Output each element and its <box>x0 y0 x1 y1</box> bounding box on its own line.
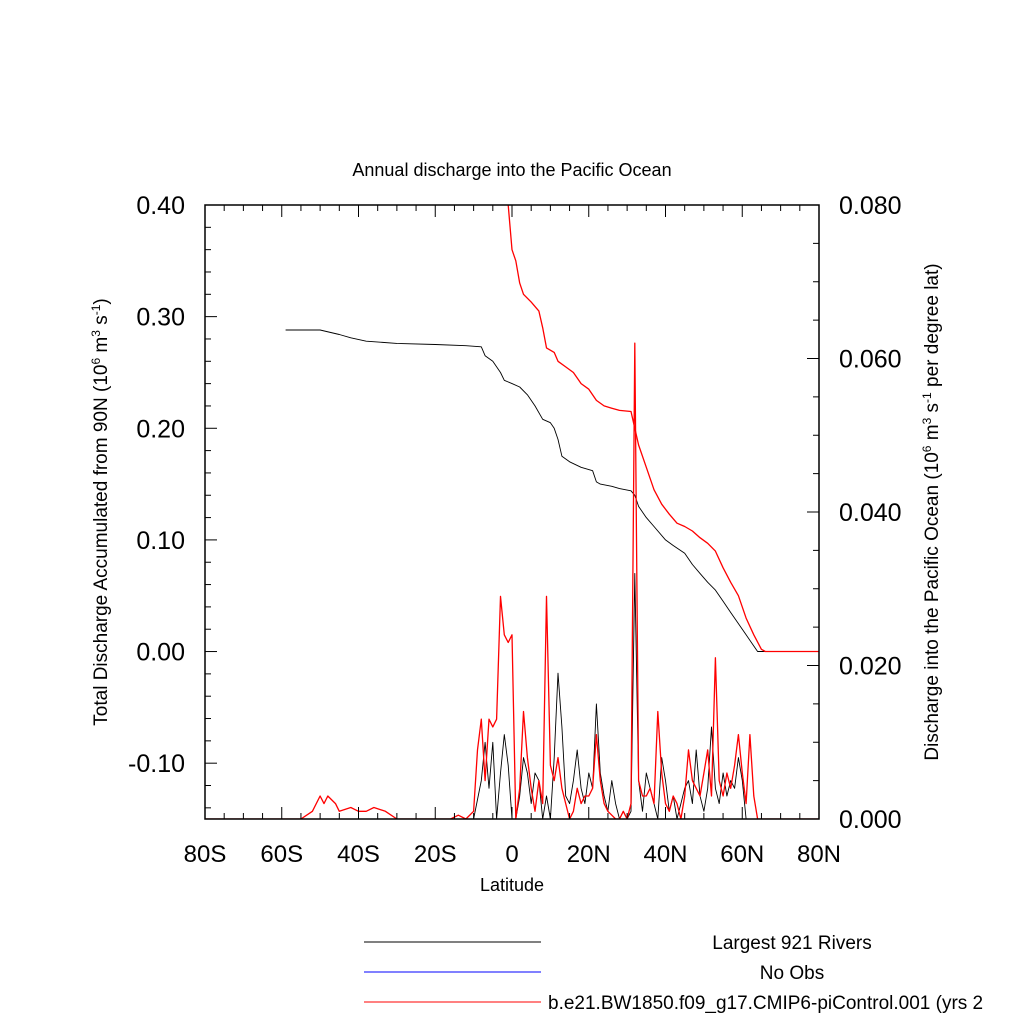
x-tick-label: 0 <box>505 841 518 868</box>
y-left-tick-label: 0.10 <box>136 527 185 555</box>
plot-frame <box>204 204 820 820</box>
y-right-tick-label: 0.020 <box>839 653 902 681</box>
legend-label-1: No Obs <box>760 963 824 984</box>
y-axis-label-right: Discharge into the Pacific Ocean (106 m3… <box>920 263 943 760</box>
series-line-3 <box>205 572 819 819</box>
y-right-tick-label: 0.000 <box>839 806 902 834</box>
series-line-4 <box>205 342 819 819</box>
x-tick-label: 20N <box>567 841 611 868</box>
x-tick-label: 20S <box>414 841 457 868</box>
x-tick-label: 80N <box>797 841 841 868</box>
y-right-tick-label: 0.040 <box>839 499 902 527</box>
y-left-tick-label: 0.00 <box>136 639 185 667</box>
y-left-tick-label: 0.40 <box>136 192 185 220</box>
x-tick-label: 60N <box>720 841 764 868</box>
y-left-tick-label: 0.20 <box>136 415 185 443</box>
y-axis-label-left: Total Discharge Accumulated from 90N (10… <box>89 298 112 725</box>
legend-label-0: Largest 921 Rivers <box>712 933 871 954</box>
tick-layer: 80S 60S 40S 20S 0 20N 40N 60N 80N 0.40 0.30 0.20 0.1… <box>128 192 902 868</box>
x-axis-label: Latitude <box>480 875 544 895</box>
x-tick-label: 40S <box>337 841 380 868</box>
series-line-0 <box>285 329 819 652</box>
chart-title: Annual discharge into the Pacific Ocean <box>352 160 671 180</box>
series-line-2 <box>507 205 819 653</box>
y-right-tick-label: 0.080 <box>839 192 902 220</box>
x-tick-label: 60S <box>260 841 303 868</box>
legend: Largest 921 Rivers No Obs b.e21.BW1850.f09… <box>364 933 983 1014</box>
y-right-tick-label: 0.060 <box>839 346 902 374</box>
series-layer <box>205 205 819 819</box>
y-left-tick-label: 0.30 <box>136 304 185 332</box>
x-tick-label: 80S <box>184 841 227 868</box>
legend-label-2: b.e21.BW1850.f09_g17.CMIP6-piControl.001… <box>548 993 983 1014</box>
x-tick-label: 40N <box>643 841 687 868</box>
y-left-tick-label: -0.10 <box>128 750 185 778</box>
